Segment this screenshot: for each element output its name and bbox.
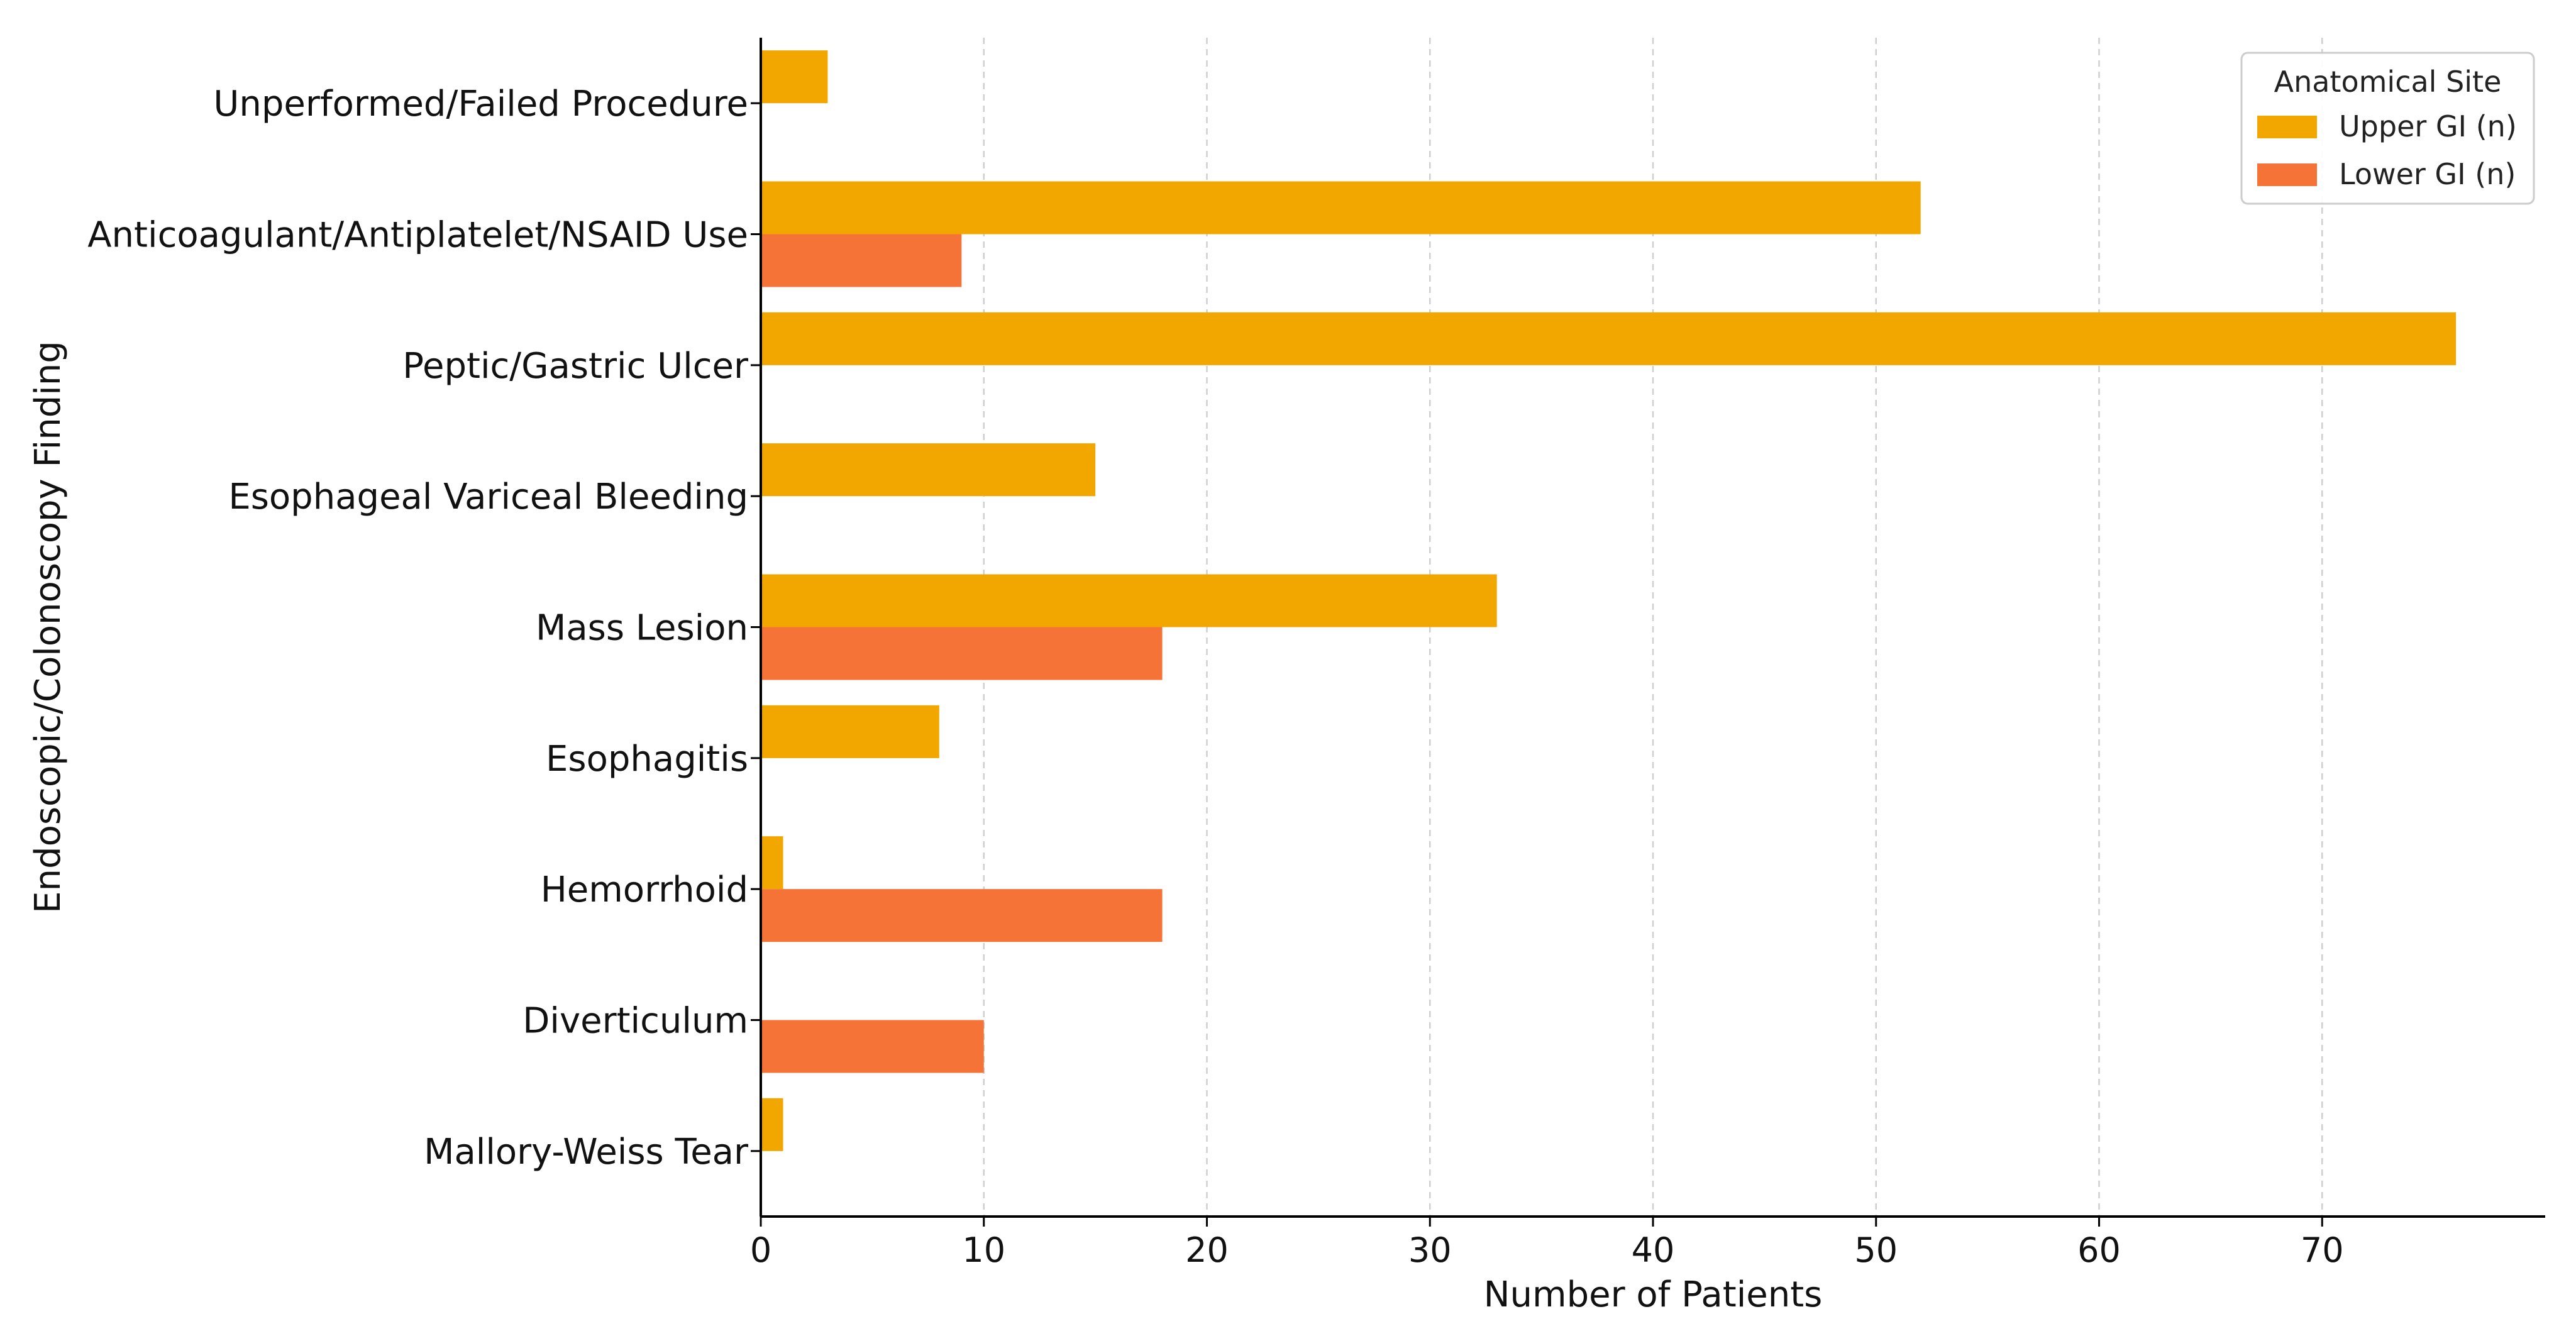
legend-swatch-lower-gi: [2257, 163, 2317, 186]
lower-gi-bar: [761, 234, 962, 287]
y-tick-label: Mass Lesion: [536, 608, 748, 649]
lower-gi-bar: [761, 627, 1163, 680]
y-tick-label: Diverticulum: [522, 1001, 748, 1042]
upper-gi-bar: [761, 574, 1497, 627]
y-axis-title: Endoscopic/Colonoscopy Finding: [28, 341, 69, 913]
x-tick-label: 20: [1185, 1230, 1229, 1270]
y-tick-label: Mallory-Weiss Tear: [424, 1132, 749, 1173]
upper-gi-bar: [761, 836, 783, 890]
y-tick-label: Peptic/Gastric Ulcer: [402, 346, 749, 387]
upper-gi-bar: [761, 312, 2457, 365]
lower-gi-bar: [761, 889, 1163, 942]
x-tick-label: 70: [2301, 1230, 2344, 1270]
y-tick-label: Esophageal Variceal Bleeding: [228, 477, 748, 517]
legend-label-lower-gi: Lower GI (n): [2339, 157, 2516, 191]
x-axis-title: Number of Patients: [1484, 1274, 1823, 1315]
y-ticks: Unperformed/Failed Procedure Anticoagulan…: [87, 84, 761, 1173]
upper-gi-bar: [761, 443, 1096, 497]
bars: [761, 50, 2457, 1151]
y-tick-label: Anticoagulant/Antiplatelet/NSAID Use: [87, 215, 748, 256]
y-tick-label: Unperformed/Failed Procedure: [213, 84, 748, 124]
legend-items: Upper GI (n) Lower GI (n): [2257, 109, 2517, 191]
x-tick-label: 40: [1632, 1230, 1675, 1270]
lower-gi-bar: [761, 1020, 984, 1073]
x-tick-label: 30: [1408, 1230, 1452, 1270]
x-tick-label: 50: [1854, 1230, 1898, 1270]
upper-gi-bar: [761, 705, 939, 758]
x-tick-label: 10: [962, 1230, 1005, 1270]
y-tick-label: Esophagitis: [546, 739, 748, 780]
x-tick-label: 0: [750, 1230, 771, 1270]
x-ticks: 0 10 20 30 40 50 60 70: [750, 1217, 2344, 1270]
legend-label-upper-gi: Upper GI (n): [2339, 109, 2517, 143]
legend-title: Anatomical Site: [2274, 65, 2502, 99]
x-tick-label: 60: [2077, 1230, 2121, 1270]
legend-swatch-upper-gi: [2257, 116, 2317, 138]
legend: Anatomical Site Upper GI (n) Lower GI (n): [2240, 52, 2535, 205]
upper-gi-bar: [761, 181, 1921, 235]
y-tick-label: Hemorrhoid: [541, 869, 748, 910]
upper-gi-bar: [761, 1098, 783, 1151]
upper-gi-bar: [761, 50, 828, 104]
